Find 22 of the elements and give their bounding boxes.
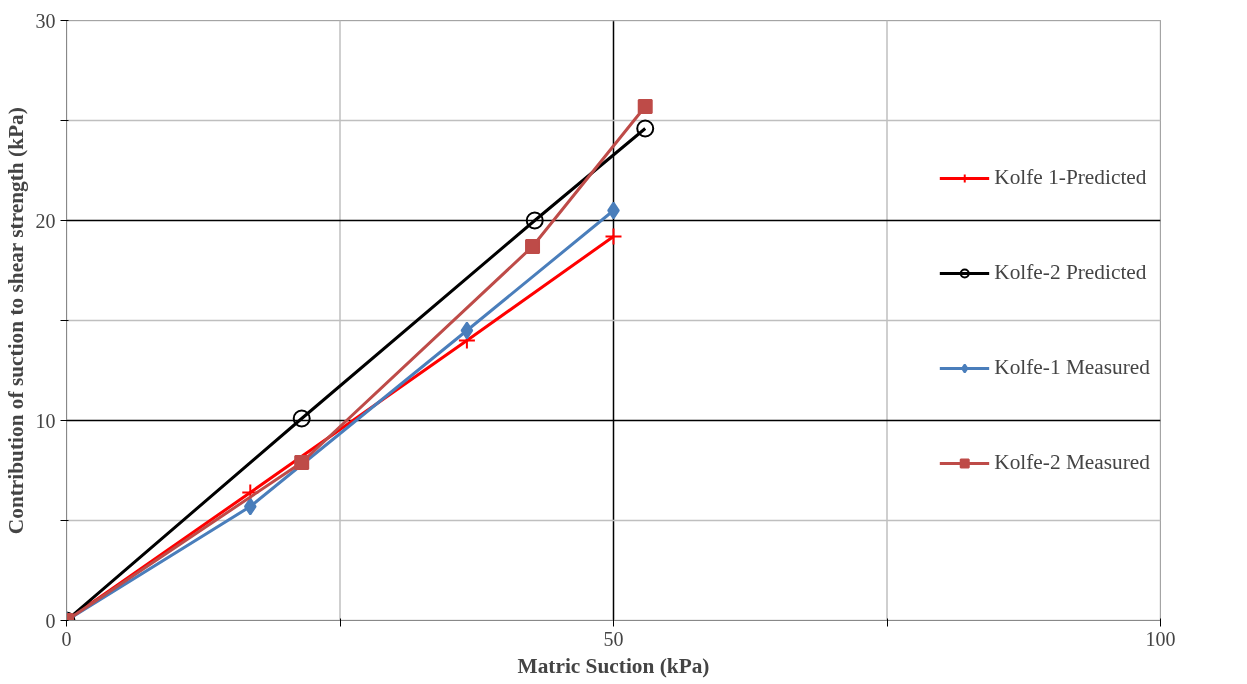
y-tick-label: 0 — [45, 609, 56, 632]
y-tick-label: 30 — [35, 9, 56, 32]
x-tick-label: 50 — [603, 627, 624, 650]
x-tick-label: 100 — [1145, 627, 1176, 650]
y-axis-title: Contribution of suction to shear strength (kPa) — [3, 107, 28, 535]
point — [636, 119, 655, 138]
legend-label: Kolfe-2 Predicted — [994, 260, 1147, 285]
point — [525, 239, 541, 254]
point — [460, 321, 474, 340]
point — [243, 497, 257, 516]
legend-label: Kolfe-2 Measured — [994, 450, 1150, 475]
x-tick-label: 0 — [61, 627, 72, 650]
x-axis-title: Matric Suction (kPa) — [517, 653, 710, 678]
y-tick-label: 10 — [35, 409, 56, 432]
legend-label: Kolfe 1-Predicted — [994, 165, 1147, 190]
point — [604, 227, 623, 246]
point — [525, 211, 544, 230]
point — [637, 99, 653, 114]
point — [292, 409, 311, 428]
y-tick-label: 20 — [35, 209, 56, 232]
point — [294, 455, 310, 470]
legend-label: Kolfe-1 Measured — [994, 355, 1150, 380]
